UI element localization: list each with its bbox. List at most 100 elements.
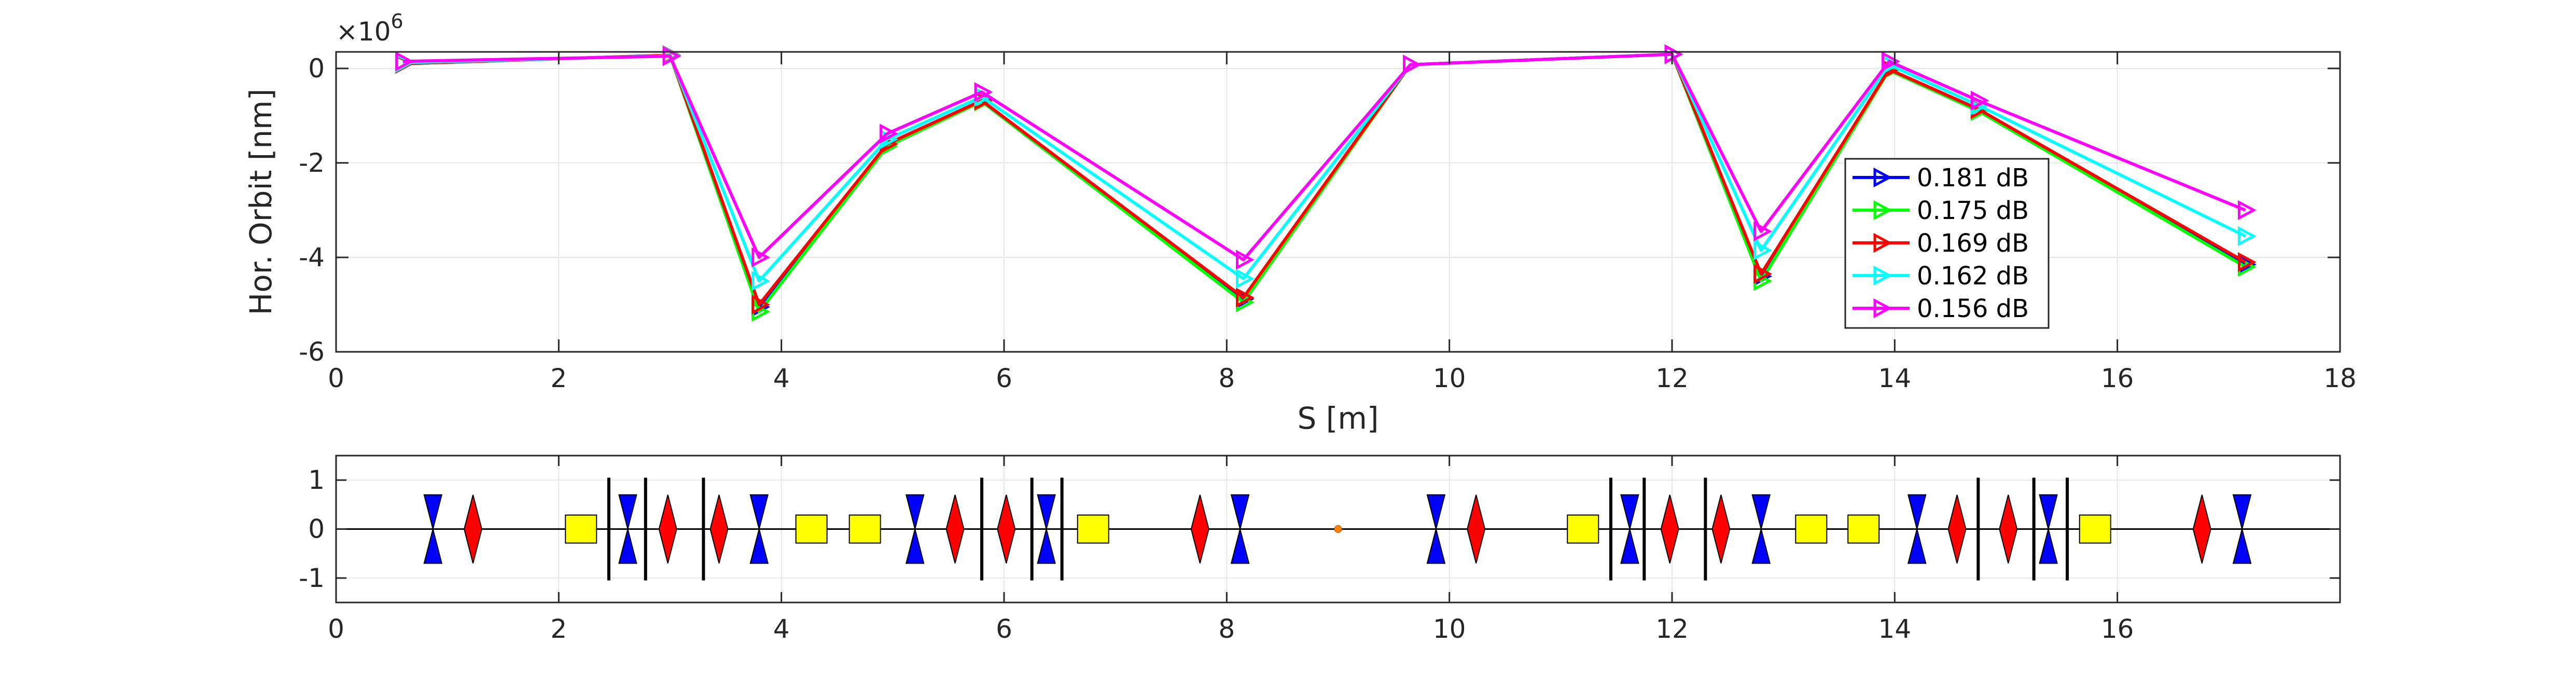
defocusing-quadrupole: [1426, 494, 1446, 564]
x-tick-label: 16: [2101, 614, 2134, 644]
data-point: [2238, 252, 2257, 272]
focusing-quadrupole: [1711, 495, 1731, 564]
y-tick-label: -1: [299, 563, 325, 593]
x-tick-label: 4: [773, 363, 790, 393]
orbit-plot-frame: [335, 51, 2341, 353]
focusing-quadrupole: [945, 495, 965, 564]
data-point: [1236, 268, 1255, 289]
dipole-magnet: [1077, 514, 1109, 544]
orbit-plot: 0 2 4 6 8 10 12 14 16 18 0 -2 -4 -6 ×106 S [m] Hor. O…: [243, 10, 2357, 436]
focusing-quadrupole: [1947, 495, 1967, 564]
x-tick-label: 8: [1218, 363, 1235, 393]
x-tick-label: 4: [773, 614, 790, 644]
center-marker: [1334, 525, 1342, 533]
dipole-magnet: [1847, 514, 1880, 544]
x-axis-label: S [m]: [1297, 401, 1378, 436]
x-tick-label: 14: [1878, 363, 1912, 393]
focusing-quadrupole: [658, 495, 677, 564]
focusing-quadrupole: [1660, 495, 1679, 564]
legend-label: 0.169 dB: [1917, 229, 2029, 258]
legend-label: 0.175 dB: [1917, 196, 2029, 225]
x-tick-label: 14: [1878, 614, 1912, 644]
defocusing-quadrupole: [749, 494, 769, 564]
dipole-magnet: [2079, 514, 2111, 544]
series-line: [402, 52, 2246, 283]
x-tick-label: 6: [996, 363, 1012, 393]
data-point: [751, 271, 771, 291]
defocusing-quadrupole: [1907, 494, 1927, 564]
defocusing-quadrupole: [1230, 494, 1250, 564]
x-tick-label: 2: [550, 363, 567, 393]
y-tick-label: 1: [308, 465, 325, 495]
series-line: [402, 52, 2247, 306]
series-0-156-dB: [395, 44, 2257, 270]
dipole-magnet: [565, 514, 597, 544]
dipole-magnet: [1567, 514, 1599, 544]
defocusing-quadrupole: [618, 494, 637, 564]
legend-marker: [1873, 167, 1892, 188]
x-tick-label: 0: [328, 614, 344, 644]
focusing-quadrupole: [997, 495, 1016, 564]
focusing-quadrupole: [2192, 495, 2211, 564]
x-tick-label: 2: [550, 614, 567, 644]
focusing-quadrupole: [1467, 495, 1486, 564]
x-tick-label: 10: [1433, 614, 1466, 644]
y-tick-label: 0: [308, 514, 325, 544]
y-axis-label: Hor. Orbit [nm]: [243, 89, 279, 316]
data-point: [751, 294, 771, 315]
defocusing-quadrupole: [423, 494, 443, 564]
legend: 0.181 dB 0.175 dB 0.169 dB 0.162 dB 0.156 dB: [1844, 158, 2050, 329]
x-tick-label: 6: [996, 614, 1012, 644]
defocusing-quadrupole: [1751, 494, 1771, 564]
data-point: [1236, 250, 1255, 270]
x-tick-label: 10: [1433, 363, 1466, 393]
dipole-magnet: [1795, 514, 1828, 544]
data-point: [1753, 264, 1773, 284]
y-exponent-label: ×106: [336, 10, 403, 47]
focusing-quadrupole: [1190, 495, 1209, 564]
x-tick-label: 12: [1655, 363, 1689, 393]
y-tick-label: -2: [299, 148, 325, 178]
data-point: [395, 51, 414, 72]
x-tick-label: 18: [2323, 363, 2357, 393]
defocusing-quadrupole: [2039, 494, 2058, 564]
data-point: [1970, 90, 1989, 111]
defocusing-quadrupole: [1037, 494, 1056, 564]
legend-marker: [1873, 200, 1892, 221]
data-point: [974, 82, 993, 102]
data-point: [2238, 226, 2257, 246]
x-tick-label: 16: [2101, 363, 2134, 393]
data-point: [1236, 287, 1255, 308]
legend-marker: [1873, 265, 1892, 286]
defocusing-quadrupole: [1620, 494, 1639, 564]
data-point: [880, 124, 898, 144]
dipole-magnet: [795, 514, 828, 544]
legend-marker: [1873, 232, 1892, 253]
legend-label: 0.162 dB: [1917, 262, 2029, 291]
defocusing-quadrupole: [2232, 494, 2252, 564]
y-tick-label: -4: [299, 242, 325, 272]
focusing-quadrupole: [1999, 495, 2018, 564]
legend-marker: [1873, 298, 1892, 319]
x-tick-label: 8: [1218, 614, 1235, 644]
y-tick-label: 0: [308, 53, 325, 84]
legend-label: 0.156 dB: [1917, 294, 2029, 323]
legend-label: 0.181 dB: [1917, 163, 2029, 193]
lattice-elements: [336, 477, 2340, 581]
data-point: [751, 247, 771, 268]
x-tick-label: 12: [1655, 614, 1689, 644]
focusing-quadrupole: [709, 495, 729, 564]
focusing-quadrupole: [464, 495, 483, 564]
data-point: [1753, 221, 1773, 242]
data-point: [1753, 240, 1773, 261]
defocusing-quadrupole: [905, 494, 925, 564]
data-point: [2238, 200, 2257, 221]
series-line: [402, 52, 2246, 262]
x-tick-label: 0: [328, 363, 344, 393]
orbit-ticks: 0 2 4 6 8 10 12 14 16 18 0 -2 -4 -6: [299, 52, 2357, 393]
data-point: [1664, 44, 1683, 64]
data-point: [1403, 54, 1422, 75]
